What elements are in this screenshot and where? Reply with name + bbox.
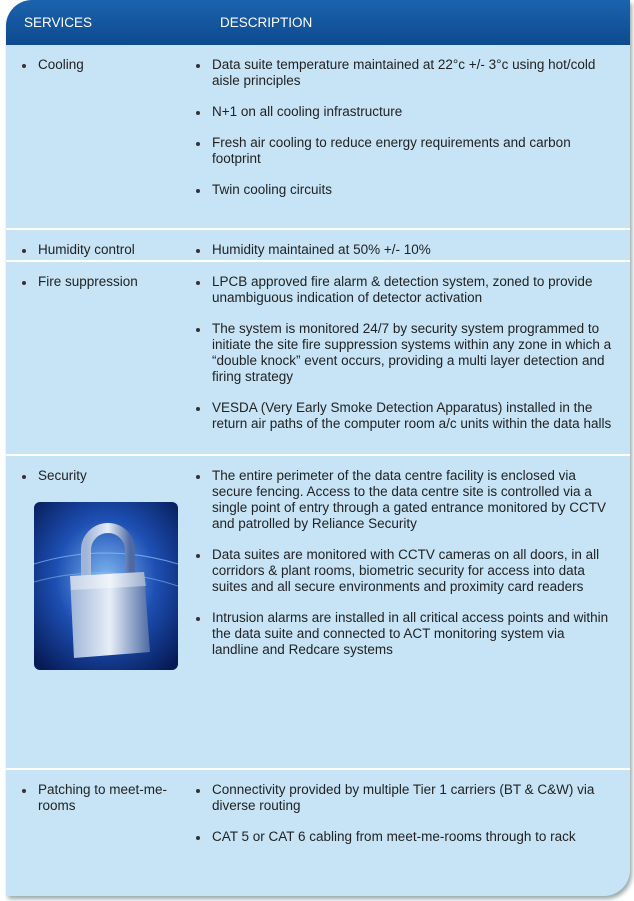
table-body: Cooling Data suite temperature maintained… xyxy=(6,45,630,896)
description-text: Data suites are monitored with CCTV came… xyxy=(212,547,600,594)
service-name: Patching to meet-me-rooms xyxy=(38,782,168,813)
bullet xyxy=(196,281,200,285)
description-item: Humidity maintained at 50% +/- 10% xyxy=(194,242,614,258)
bullet xyxy=(196,836,200,840)
bullet xyxy=(196,617,200,621)
service-name: Security xyxy=(38,468,87,483)
description-item: Connectivity provided by multiple Tier 1… xyxy=(194,782,614,814)
description-item: Data suites are monitored with CCTV came… xyxy=(194,547,614,595)
bullet xyxy=(22,249,26,253)
padlock-image xyxy=(33,502,179,670)
description-item: N+1 on all cooling infrastructure xyxy=(194,104,614,120)
service-cell: Security xyxy=(20,468,188,670)
bullet xyxy=(22,789,26,793)
bullet xyxy=(196,64,200,68)
bullet xyxy=(196,142,200,146)
table-header: SERVICES DESCRIPTION xyxy=(6,0,630,45)
service-cell: Humidity control xyxy=(20,242,188,258)
description-text: The system is monitored 24/7 by security… xyxy=(212,321,612,384)
description-item: VESDA (Very Early Smoke Detection Appara… xyxy=(194,400,614,432)
description-text: The entire perimeter of the data centre … xyxy=(212,468,606,531)
bullet xyxy=(196,407,200,411)
bullet xyxy=(196,189,200,193)
table-row: Security The entire perimeter of the data… xyxy=(6,456,630,770)
description-item: Fresh air cooling to reduce energy requi… xyxy=(194,135,614,167)
description-item: LPCB approved fire alarm & detection sys… xyxy=(194,274,614,306)
bullet xyxy=(22,475,26,479)
description-text: Data suite temperature maintained at 22°… xyxy=(212,57,596,88)
security-image xyxy=(33,502,179,674)
description-cell: The entire perimeter of the data centre … xyxy=(194,468,614,673)
description-text: VESDA (Very Early Smoke Detection Appara… xyxy=(212,400,612,431)
description-text: Twin cooling circuits xyxy=(212,182,333,197)
table-row: Cooling Data suite temperature maintained… xyxy=(6,45,630,230)
bullet xyxy=(22,281,26,285)
description-item: The system is monitored 24/7 by security… xyxy=(194,321,614,385)
description-cell: Connectivity provided by multiple Tier 1… xyxy=(194,782,614,860)
description-text: Humidity maintained at 50% +/- 10% xyxy=(212,242,431,257)
service-name: Fire suppression xyxy=(38,274,138,289)
bullet xyxy=(196,328,200,332)
table: SERVICES DESCRIPTION Cooling Data suite t… xyxy=(6,0,630,896)
description-text: LPCB approved fire alarm & detection sys… xyxy=(212,274,593,305)
bullet xyxy=(22,64,26,68)
bullet xyxy=(196,249,200,253)
description-item: Data suite temperature maintained at 22°… xyxy=(194,57,614,89)
bullet xyxy=(196,475,200,479)
service-cell: Cooling xyxy=(20,57,188,73)
description-item: Intrusion alarms are installed in all cr… xyxy=(194,610,614,658)
bullet xyxy=(196,554,200,558)
description-text: Connectivity provided by multiple Tier 1… xyxy=(212,782,595,813)
description-cell: Humidity maintained at 50% +/- 10% xyxy=(194,242,614,273)
service-name: Cooling xyxy=(38,57,84,72)
bullet xyxy=(196,111,200,115)
service-name: Humidity control xyxy=(38,242,135,257)
service-cell: Fire suppression xyxy=(20,274,188,290)
table-row: Patching to meet-me-rooms Connectivity pr… xyxy=(6,770,630,896)
description-item: CAT 5 or CAT 6 cabling from meet-me-room… xyxy=(194,829,614,845)
description-cell: LPCB approved fire alarm & detection sys… xyxy=(194,274,614,447)
header-cell: DESCRIPTION xyxy=(220,15,313,30)
description-text: Fresh air cooling to reduce energy requi… xyxy=(212,135,571,166)
service-cell: Patching to meet-me-rooms xyxy=(20,782,188,814)
description-cell: Data suite temperature maintained at 22°… xyxy=(194,57,614,213)
description-text: N+1 on all cooling infrastructure xyxy=(212,104,403,119)
header-cell: SERVICES xyxy=(24,15,93,30)
table-row: Humidity control Humidity maintained at 5… xyxy=(6,230,630,262)
description-item: Twin cooling circuits xyxy=(194,182,614,198)
table-row: Fire suppression LPCB approved fire alarm… xyxy=(6,262,630,456)
description-text: Intrusion alarms are installed in all cr… xyxy=(212,610,609,657)
bullet xyxy=(196,789,200,793)
description-text: CAT 5 or CAT 6 cabling from meet-me-room… xyxy=(212,829,576,844)
description-item: The entire perimeter of the data centre … xyxy=(194,468,614,532)
